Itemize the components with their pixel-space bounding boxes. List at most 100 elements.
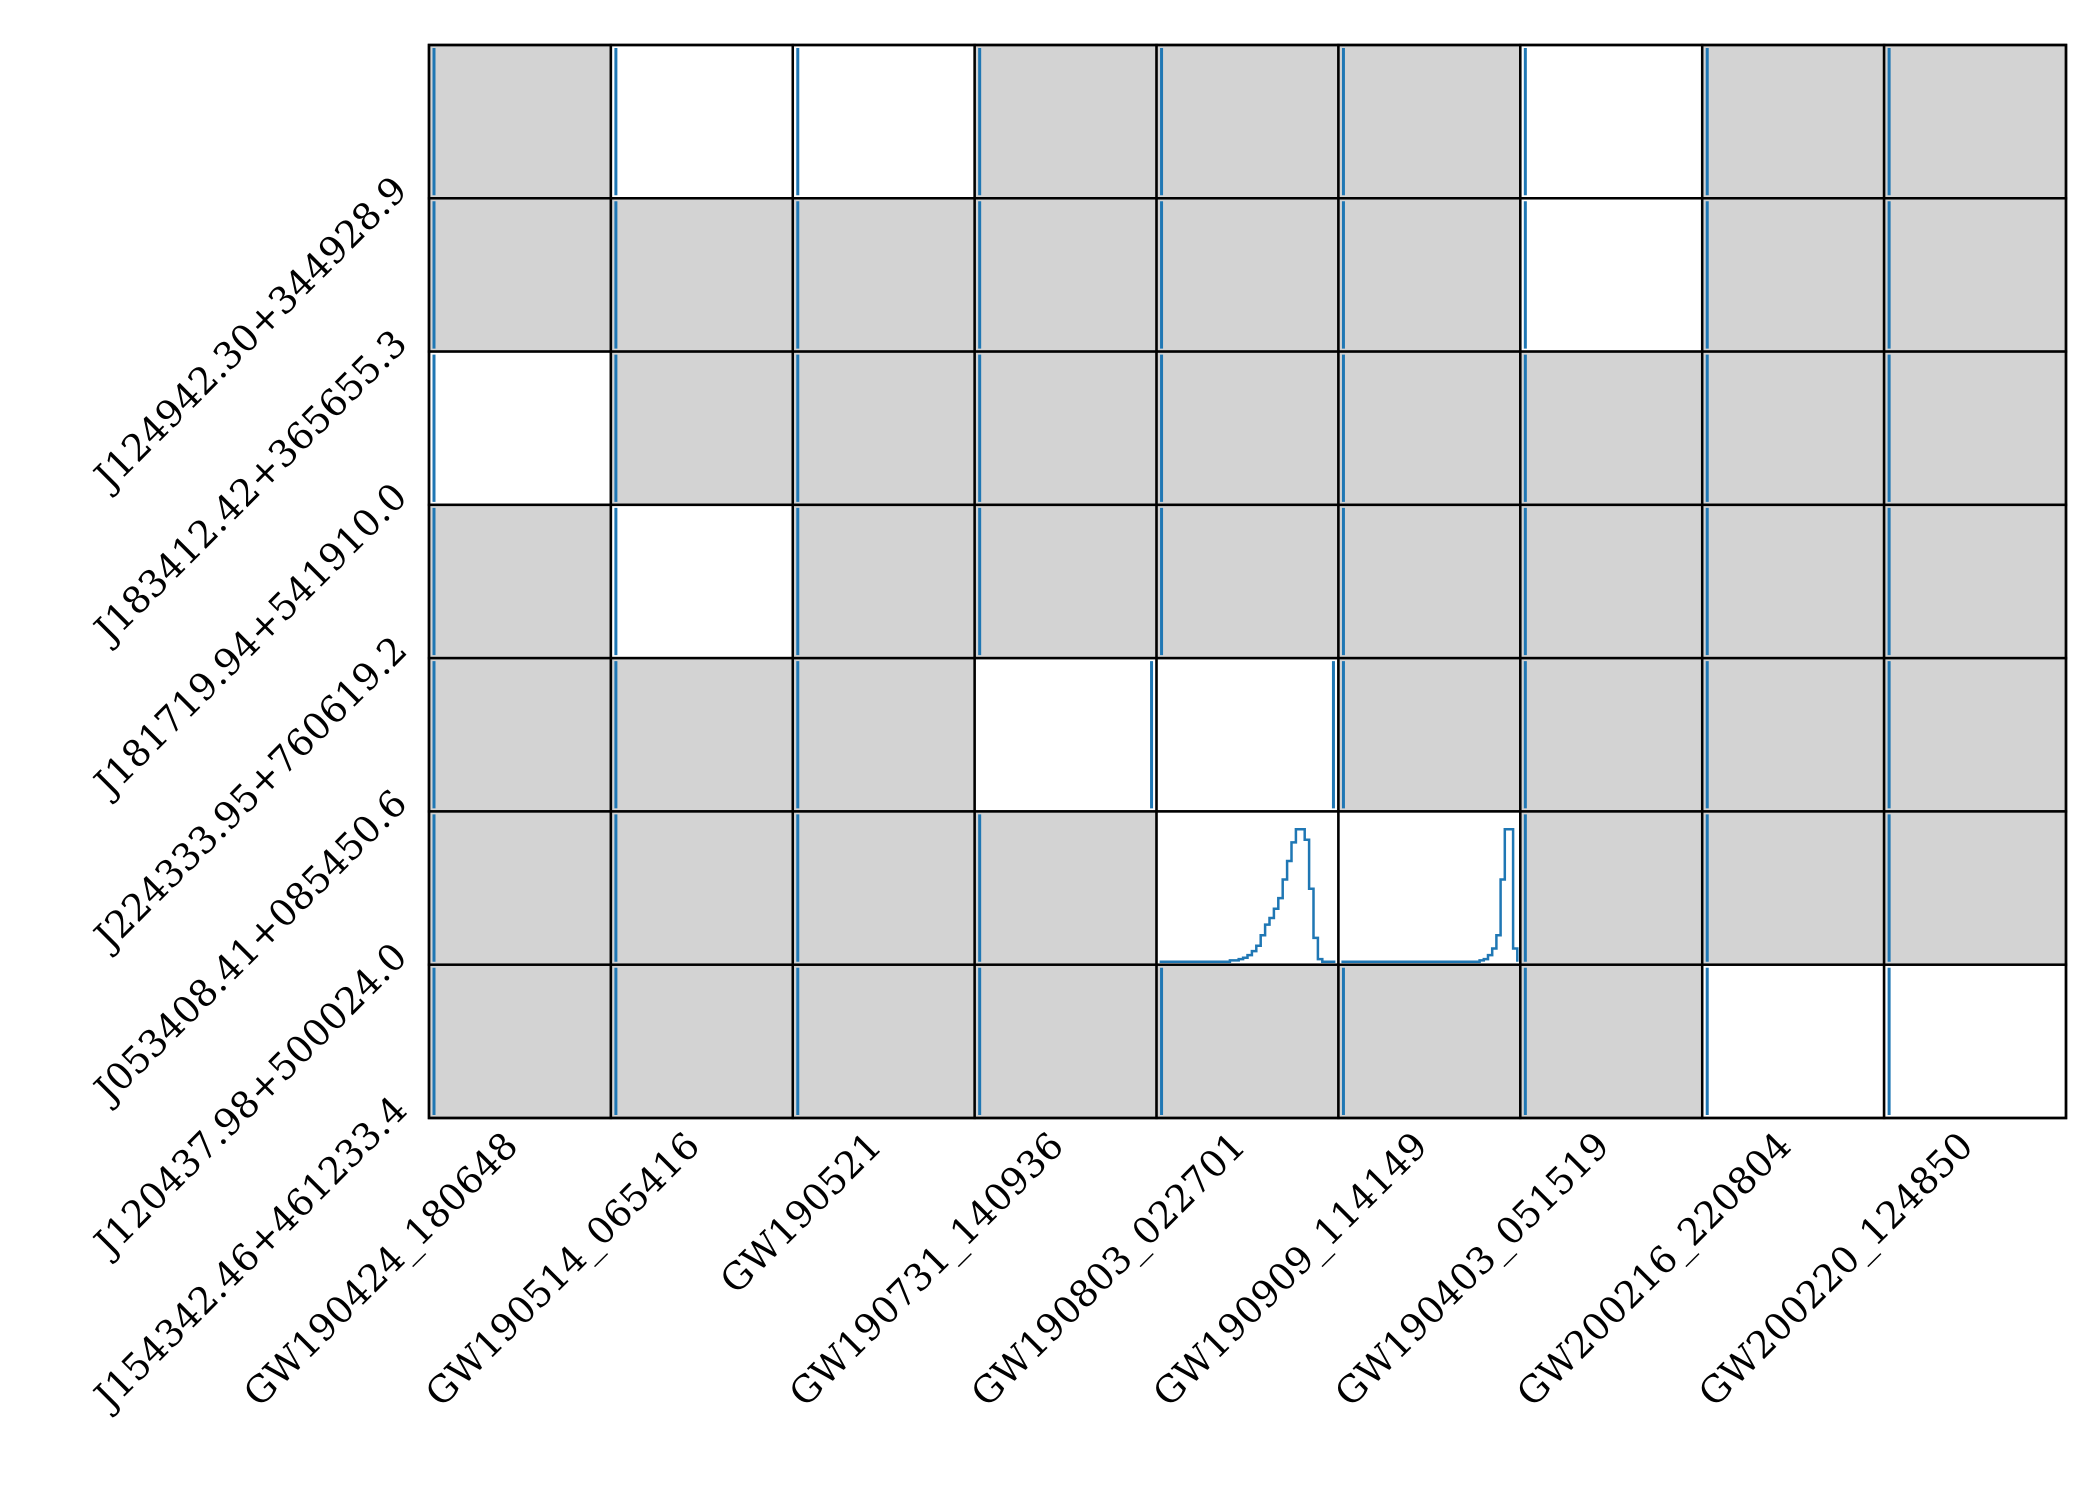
cell-r4-c5	[1337, 656, 1522, 813]
cell-r0-c0	[427, 43, 613, 200]
cell-background	[609, 350, 795, 507]
cell-r4-c4	[1155, 656, 1340, 813]
cell-background	[1337, 350, 1522, 507]
cell-r3-c8	[1882, 503, 2068, 660]
cell-r1-c5	[1337, 197, 1522, 353]
row-label: J183412.42+365655.3	[83, 322, 415, 654]
cell-background	[1155, 197, 1340, 353]
cell-background	[427, 43, 613, 200]
cell-r5-c1	[609, 810, 795, 966]
cell-background	[1519, 503, 1704, 660]
cell-background	[973, 963, 1158, 1120]
cell-r0-c3	[973, 43, 1158, 200]
cell-background	[1882, 503, 2068, 660]
cell-background	[791, 197, 976, 353]
cell-background	[1882, 810, 2068, 966]
cell-r3-c6	[1519, 503, 1704, 660]
cell-r0-c6	[1519, 43, 1704, 200]
cell-r4-c1	[609, 656, 795, 813]
cell-r4-c8	[1882, 656, 2068, 813]
cell-background	[973, 810, 1158, 966]
cell-background	[427, 656, 613, 813]
cell-background	[1882, 197, 2068, 353]
cell-r6-c2	[791, 963, 976, 1120]
row-label: J053408.41+085450.6	[83, 781, 415, 1113]
cell-r1-c4	[1155, 197, 1340, 353]
cell-background	[1700, 963, 1886, 1120]
cell-background	[609, 963, 795, 1120]
cell-background	[791, 350, 976, 507]
cell-r2-c8	[1882, 350, 2068, 507]
cell-background	[427, 963, 613, 1120]
cell-background	[1882, 656, 2068, 813]
cell-background	[1155, 503, 1340, 660]
cell-background	[1337, 810, 1522, 966]
cell-background	[1519, 197, 1704, 353]
cell-r2-c0	[427, 350, 613, 507]
cell-r3-c1	[609, 503, 795, 660]
cell-background	[1337, 43, 1522, 200]
cell-background	[427, 197, 613, 353]
cell-r6-c7	[1700, 963, 1886, 1120]
cell-background	[973, 43, 1158, 200]
cell-r3-c7	[1700, 503, 1886, 660]
cell-background	[1700, 43, 1886, 200]
cell-background	[973, 656, 1158, 813]
cell-r1-c1	[609, 197, 795, 353]
histogram-line	[1159, 827, 1336, 963]
cell-r5-c7	[1700, 810, 1886, 966]
cell-r6-c8	[1882, 963, 2068, 1120]
cell-r5-c2	[791, 810, 976, 966]
cell-background	[609, 43, 795, 200]
cell-background	[1155, 656, 1340, 813]
column-label: GW190521	[712, 1124, 890, 1302]
cell-background	[1882, 43, 2068, 200]
cell-r0-c8	[1882, 43, 2068, 200]
cell-background	[1155, 350, 1340, 507]
cell-r5-c3	[973, 810, 1158, 966]
cell-background	[1155, 963, 1340, 1120]
row-label: J120437.98+500024.0	[83, 935, 415, 1267]
cell-grid	[427, 43, 2068, 1120]
cell-r5-c0	[427, 810, 613, 966]
cell-r2-c6	[1519, 350, 1704, 507]
cell-background	[1519, 350, 1704, 507]
cell-background	[973, 350, 1158, 507]
cell-background	[1519, 43, 1704, 200]
cell-r6-c4	[1155, 963, 1340, 1120]
cell-background	[427, 810, 613, 966]
cell-background	[1519, 656, 1704, 813]
cell-r4-c6	[1519, 656, 1704, 813]
cell-background	[1519, 963, 1704, 1120]
cell-background	[1519, 810, 1704, 966]
cell-r4-c2	[791, 656, 976, 813]
cell-background	[1882, 963, 2068, 1120]
cell-background	[427, 503, 613, 660]
cell-r5-c5	[1337, 810, 1522, 966]
cell-r2-c3	[973, 350, 1158, 507]
cell-background	[609, 810, 795, 966]
cell-background	[973, 197, 1158, 353]
cell-r6-c0	[427, 963, 613, 1120]
cell-background	[1337, 963, 1522, 1120]
cell-r0-c1	[609, 43, 795, 200]
cell-r6-c6	[1519, 963, 1704, 1120]
cell-r1-c8	[1882, 197, 2068, 353]
cell-r0-c5	[1337, 43, 1522, 200]
cell-background	[973, 503, 1158, 660]
cell-r4-c3	[973, 656, 1158, 813]
cell-background	[1882, 350, 2068, 507]
cell-background	[427, 350, 613, 507]
cell-r2-c5	[1337, 350, 1522, 507]
cell-background	[791, 503, 976, 660]
cell-r1-c3	[973, 197, 1158, 353]
cell-background	[1337, 656, 1522, 813]
cell-background	[1337, 197, 1522, 353]
cell-r4-c0	[427, 656, 613, 813]
cell-background	[1700, 197, 1886, 353]
cell-r6-c3	[973, 963, 1158, 1120]
cell-background	[609, 197, 795, 353]
cell-r3-c3	[973, 503, 1158, 660]
cell-r0-c4	[1155, 43, 1340, 200]
